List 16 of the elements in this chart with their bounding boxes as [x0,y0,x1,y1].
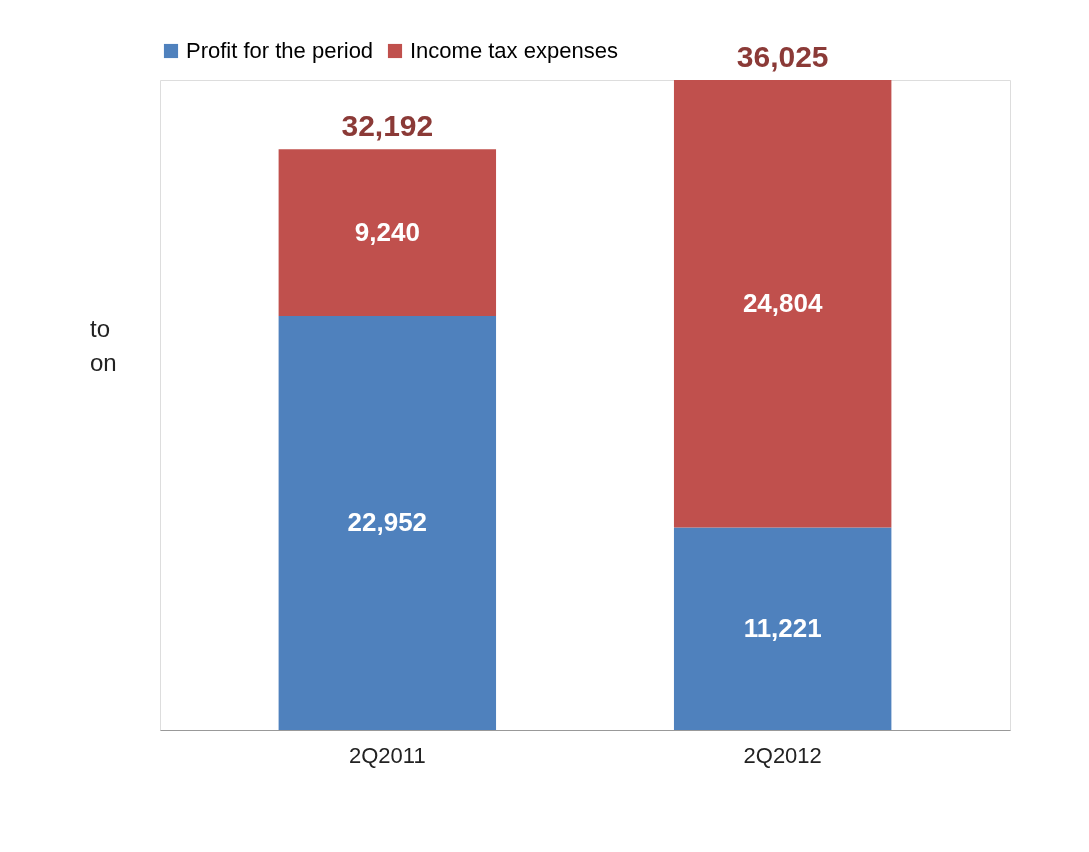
bar [278,315,497,730]
data-label: 11,221 [743,612,822,643]
text: on [90,349,117,376]
legend-label: Profit for the period [186,38,374,63]
total-label: 36,025 [736,40,829,73]
data-label: 22,952 [347,506,428,537]
bar [673,527,892,730]
bar [673,80,892,528]
x-tick-label: 2Q2012 [743,742,822,768]
legend-label: Income tax expenses [410,38,618,63]
data-label: 9,240 [354,216,420,247]
bar [278,149,497,316]
total-label: 32,192 [341,109,434,143]
data-label: 24,804 [742,287,823,318]
x-tick-label: 2Q2011 [349,742,426,768]
text: to [90,315,111,342]
